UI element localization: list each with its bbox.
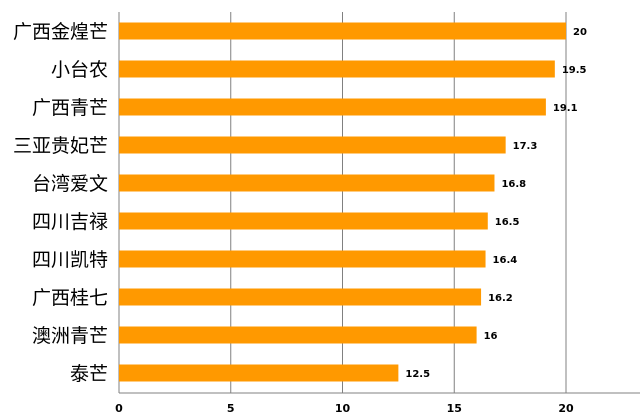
category-label: 四川凯特	[32, 249, 108, 271]
category-label: 台湾爱文	[32, 173, 108, 195]
value-label: 20	[573, 27, 587, 38]
bar	[119, 22, 566, 40]
value-label: 16.8	[501, 179, 526, 190]
category-label: 澳洲青芒	[32, 325, 108, 347]
value-label: 16.5	[495, 217, 520, 228]
value-label: 17.3	[513, 141, 538, 152]
x-tick-label: 20	[558, 402, 574, 415]
category-label: 广西青芒	[32, 97, 108, 119]
category-label: 泰芒	[70, 363, 108, 385]
category-label: 四川吉禄	[32, 211, 108, 233]
bar	[119, 250, 486, 268]
value-label: 19.1	[553, 103, 578, 114]
category-label: 小台农	[51, 59, 108, 81]
bar	[119, 364, 399, 382]
bar	[119, 98, 546, 116]
x-tick-label: 5	[227, 402, 235, 415]
value-label: 16	[484, 331, 498, 342]
bar	[119, 326, 477, 344]
value-labels: 20 19.5 19.1 17.3 16.8 16.5 16.4 16.2 16 12.5	[405, 27, 587, 380]
x-tick-label: 15	[447, 402, 462, 415]
category-label: 广西金煌芒	[13, 21, 108, 43]
category-label: 广西桂七	[32, 287, 108, 309]
x-axis-tick-labels: 0 5 10 15 20	[115, 402, 574, 415]
value-label: 19.5	[562, 65, 587, 76]
category-label: 三亚贵妃芒	[13, 135, 108, 157]
bar	[119, 288, 482, 306]
value-label: 12.5	[405, 369, 430, 380]
bar	[119, 174, 495, 192]
x-tick-label: 10	[335, 402, 351, 415]
x-tick-label: 0	[115, 402, 123, 415]
bar	[119, 212, 488, 230]
value-label: 16.4	[493, 255, 518, 266]
bar	[119, 136, 506, 154]
bar	[119, 60, 555, 78]
value-label: 16.2	[488, 293, 513, 304]
bars	[119, 22, 566, 382]
